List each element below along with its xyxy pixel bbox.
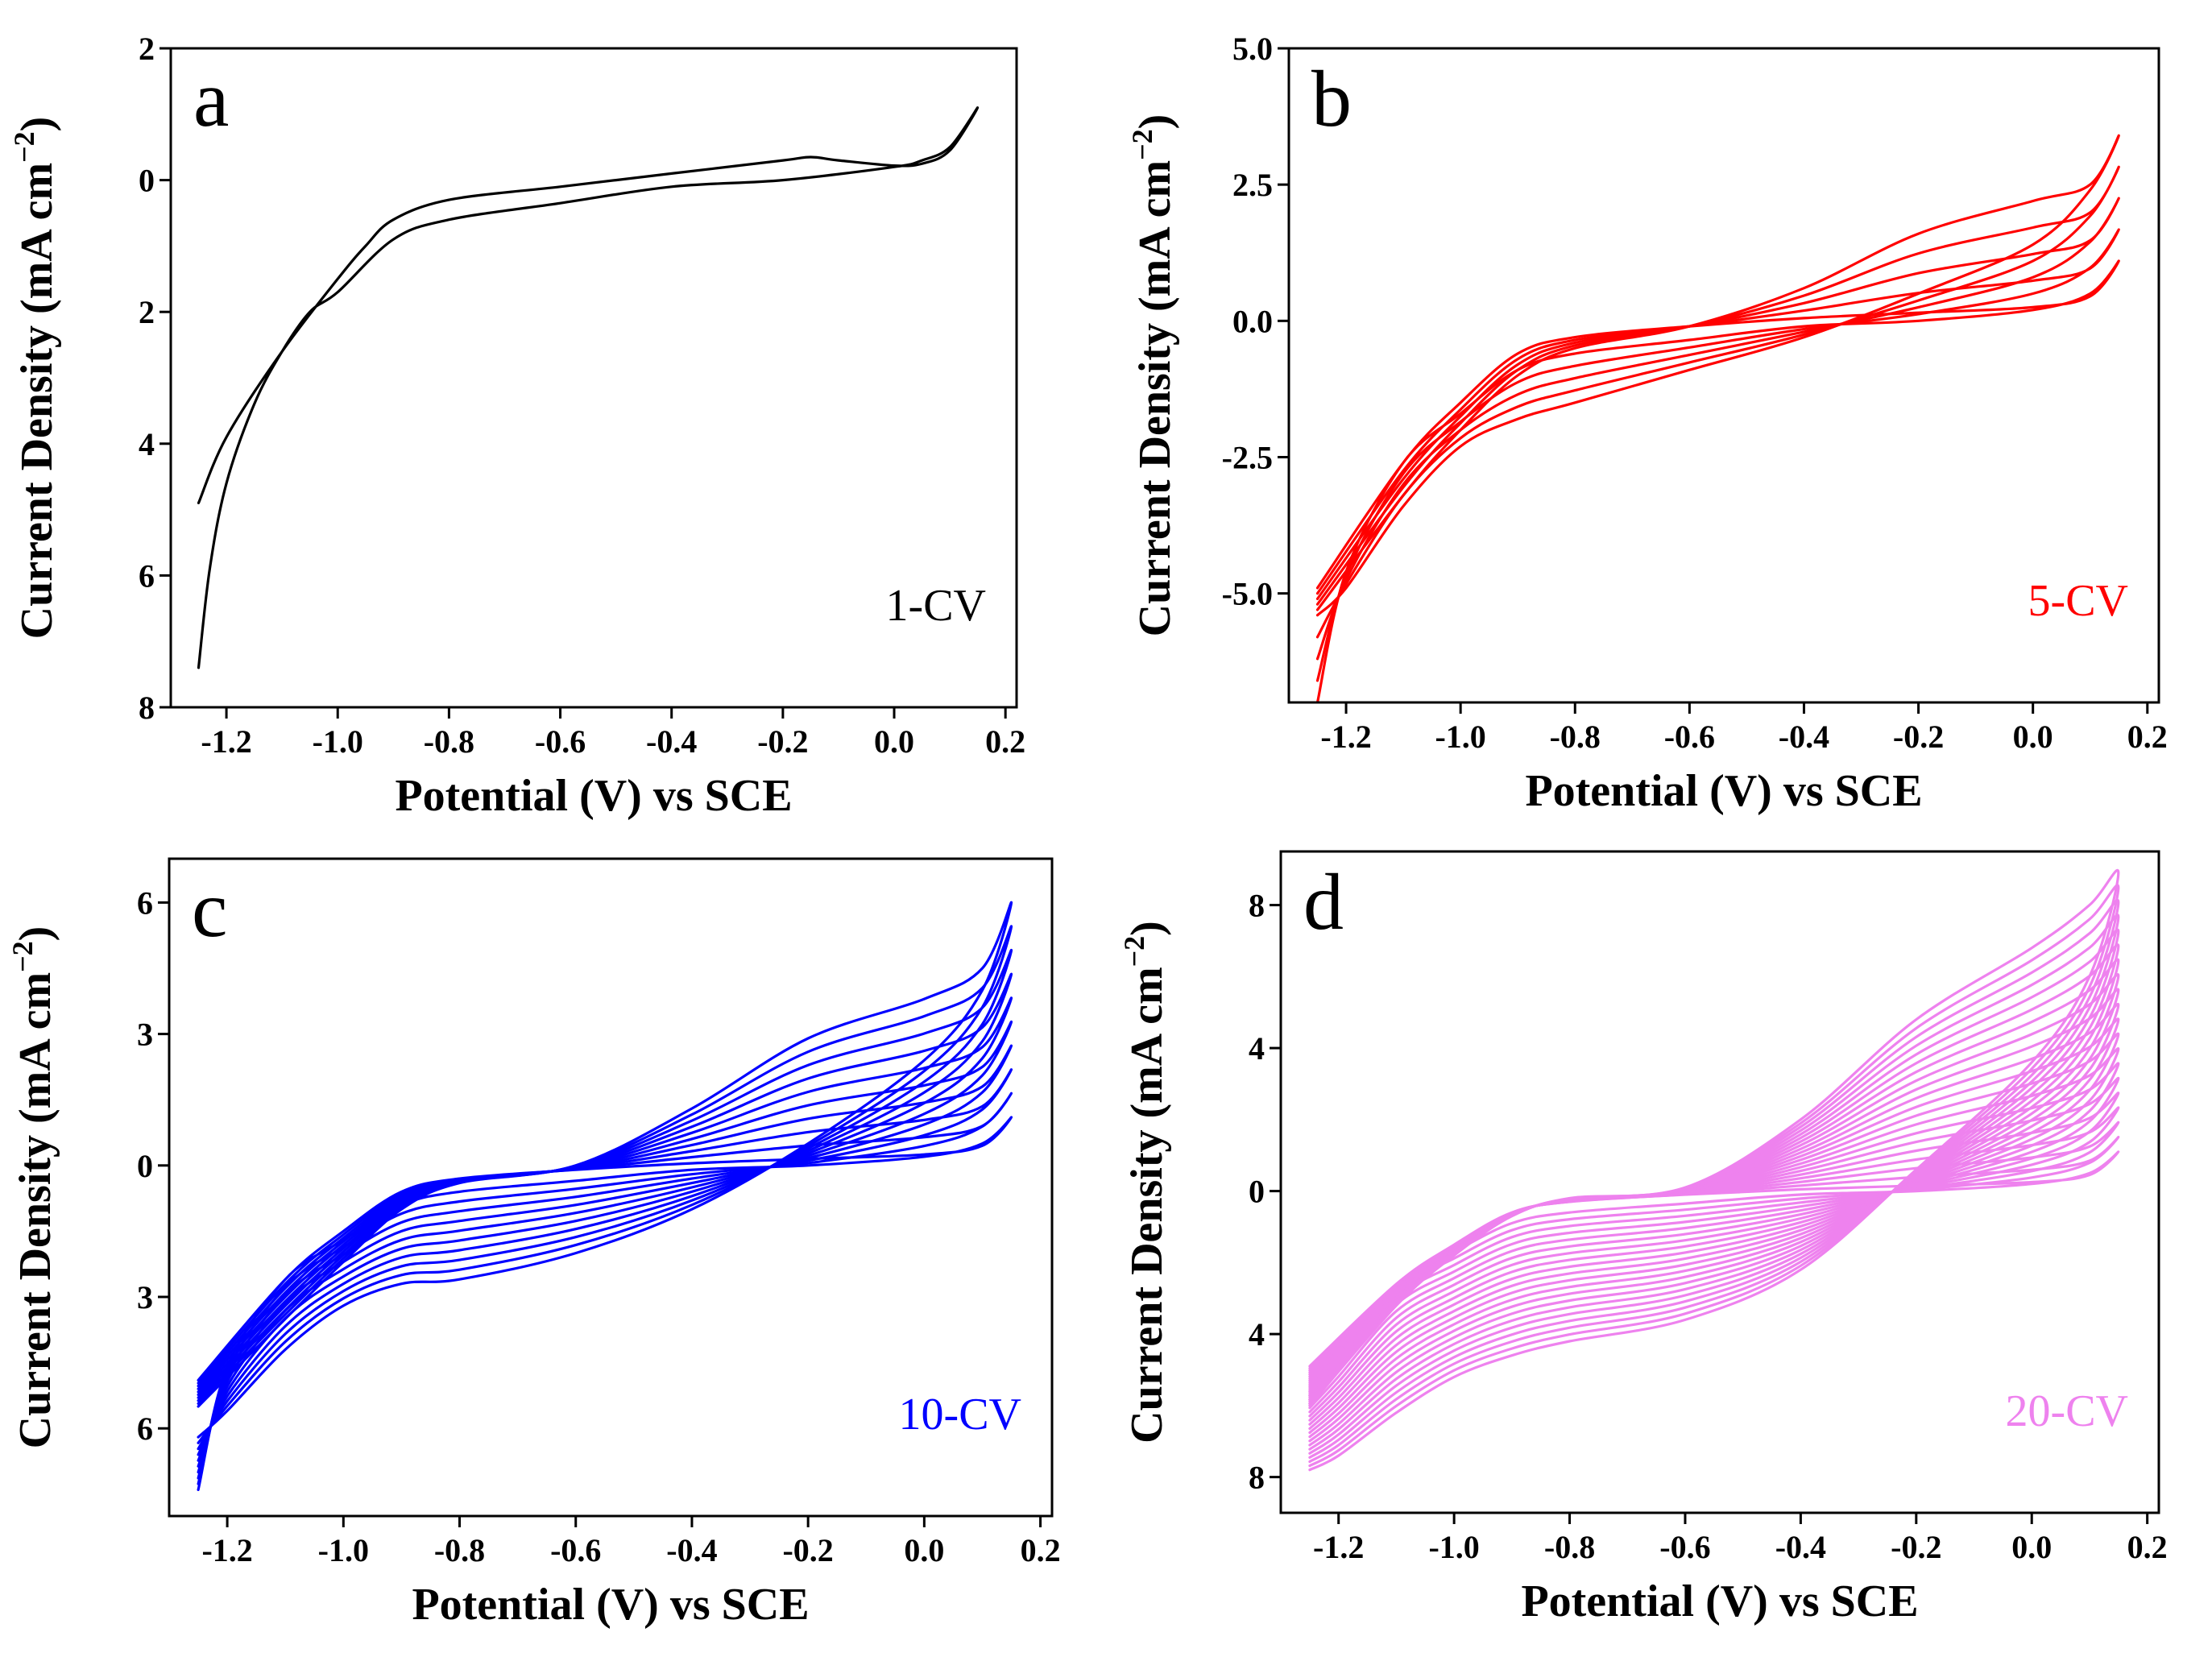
x-axis-title-b: Potential (V) vs SCE [1525, 766, 1922, 816]
cv-curve-c-cycle-10 [197, 901, 1013, 1439]
panel-letter-c: c [192, 864, 227, 954]
y-tick-label-c: 0 [137, 1148, 153, 1184]
x-tick-label-c: 0.0 [904, 1532, 944, 1568]
cv-curve-d-cycle-15 [1308, 943, 2120, 1451]
x-tick-label-a: -1.0 [313, 723, 363, 760]
y-tick-label-c: 6 [137, 884, 153, 921]
y-tick-label-c: 6 [137, 1411, 153, 1447]
y-tick-label-b: -2.5 [1222, 440, 1273, 476]
y-tick-label-d: 8 [1249, 888, 1265, 924]
x-tick-label-d: 0.2 [2127, 1529, 2168, 1565]
x-tick-label-a: -0.8 [424, 723, 474, 760]
curves-a [197, 106, 980, 669]
plot-frame-c [168, 857, 1054, 1518]
x-tick-label-c: -0.6 [550, 1532, 601, 1568]
y-tick-label-d: 4 [1249, 1030, 1265, 1067]
plot-frame-d [1279, 850, 2160, 1514]
y-tick-label-d: 8 [1249, 1460, 1265, 1496]
y-tick-label-a: 2 [139, 31, 155, 67]
cv-curve-b-cycle-2 [1315, 228, 2120, 682]
x-tick-label-c: 0.2 [1021, 1532, 1061, 1568]
x-tick-label-b: -0.6 [1664, 719, 1715, 755]
x-tick-label-c: -0.2 [782, 1532, 833, 1568]
x-tick-label-a: -0.6 [535, 723, 586, 760]
cv-curve-a-cycle-1 [197, 106, 980, 669]
x-tick-label-a: 0.0 [874, 723, 914, 760]
panel-a: -1.2 -1.0 -0.8 -0.6 -0.4 -0.2 0.0 0.2 2 0 2 4 6 8 Pote… [8, 31, 1025, 821]
x-tick-label-d: -0.4 [1775, 1529, 1826, 1565]
x-tick-label-a: -0.4 [646, 723, 697, 760]
x-tick-label-b: -1.2 [1320, 719, 1371, 755]
y-tick-label-b: 0.0 [1232, 303, 1273, 339]
x-tick-label-d: -1.2 [1313, 1529, 1364, 1565]
y-tick-label-a: 8 [139, 690, 155, 726]
cv-curve-c-cycle-1 [197, 1116, 1013, 1491]
x-tick-label-b: -0.4 [1779, 719, 1829, 755]
y-tick-label-b: 2.5 [1232, 167, 1273, 203]
panel-letter-b: b [1311, 54, 1352, 143]
y-tick-label-a: 0 [139, 163, 155, 199]
x-axis-title-d: Potential (V) vs SCE [1521, 1576, 1918, 1626]
y-axis-title-b: Current Density (mA cm−2) [1126, 114, 1180, 637]
y-tick-label-b: 5.0 [1232, 31, 1273, 67]
x-tick-label-d: -0.2 [1891, 1529, 1941, 1565]
y-tick-label-d: 4 [1249, 1316, 1265, 1353]
y-axis-title-c: Current Density (mA cm−2) [6, 926, 60, 1449]
x-tick-label-b: 0.2 [2127, 719, 2168, 755]
cv-curve-b-cycle-5 [1315, 134, 2120, 617]
x-tick-label-c: -1.2 [201, 1532, 252, 1568]
sample-label-c: 10-CV [899, 1390, 1021, 1440]
x-tick-label-d: 0.0 [2011, 1529, 2052, 1565]
sample-label-b: 5-CV [2028, 576, 2128, 626]
curves-b [1315, 134, 2120, 702]
cv-curve-b-cycle-3 [1315, 197, 2120, 661]
cv-curve-b-cycle-4 [1315, 165, 2120, 639]
x-tick-label-c: -0.8 [434, 1532, 485, 1568]
y-axis-title-a: Current Density (mA cm−2) [8, 117, 62, 640]
x-tick-label-d: -0.8 [1544, 1529, 1595, 1565]
y-tick-label-c: 3 [137, 1017, 153, 1053]
cv-curve-d-cycle-4 [1308, 1106, 2120, 1406]
x-tick-label-b: 0.0 [2013, 719, 2053, 755]
sample-label-d: 20-CV [2006, 1386, 2128, 1436]
y-tick-label-b: -5.0 [1222, 576, 1273, 612]
x-tick-label-b: -1.0 [1435, 719, 1485, 755]
cv-curve-b-cycle-1 [1315, 259, 2120, 702]
cv-curve-c-cycle-2 [197, 1092, 1013, 1485]
panel-c: -1.2 -1.0 -0.8 -0.6 -0.4 -0.2 0.0 0.2 6 3 0 3 6 Poten… [6, 857, 1061, 1630]
x-tick-label-c: -0.4 [666, 1532, 717, 1568]
x-axis-title-c: Potential (V) vs SCE [412, 1580, 809, 1630]
curves-c [197, 901, 1013, 1491]
y-tick-label-a: 6 [139, 557, 155, 594]
plot-frame-a [169, 47, 1018, 709]
x-tick-label-d: -0.6 [1659, 1529, 1710, 1565]
x-tick-label-c: -1.0 [318, 1532, 369, 1568]
y-tick-label-a: 2 [139, 294, 155, 330]
x-tick-label-b: -0.2 [1893, 719, 1944, 755]
panel-d: -1.2 -1.0 -0.8 -0.6 -0.4 -0.2 0.0 0.2 8 4 0 4 8 Poten… [1118, 850, 2168, 1626]
y-tick-label-d: 0 [1249, 1174, 1265, 1210]
y-tick-label-a: 4 [139, 426, 155, 462]
plot-frame-b [1287, 47, 2160, 704]
x-tick-label-d: -1.0 [1428, 1529, 1479, 1565]
panel-letter-d: d [1303, 857, 1344, 947]
panel-letter-a: a [193, 54, 229, 143]
x-tick-label-a: -0.2 [757, 723, 808, 760]
cv-curve-c-cycle-4 [197, 1044, 1013, 1474]
cv-curve-d-cycle-20 [1308, 868, 2120, 1472]
y-axis-title-d: Current Density (mA cm−2) [1118, 921, 1172, 1444]
y-tick-label-c: 3 [137, 1279, 153, 1315]
panel-b: -1.2 -1.0 -0.8 -0.6 -0.4 -0.2 0.0 0.2 5.0 2.5 0.0 -… [1126, 31, 2168, 816]
x-tick-label-a: 0.2 [985, 723, 1025, 760]
curves-d [1308, 868, 2120, 1472]
x-axis-title-a: Potential (V) vs SCE [395, 771, 792, 821]
x-tick-label-a: -1.2 [201, 723, 251, 760]
sample-label-a: 1-CV [886, 581, 986, 631]
x-tick-label-b: -0.8 [1550, 719, 1601, 755]
